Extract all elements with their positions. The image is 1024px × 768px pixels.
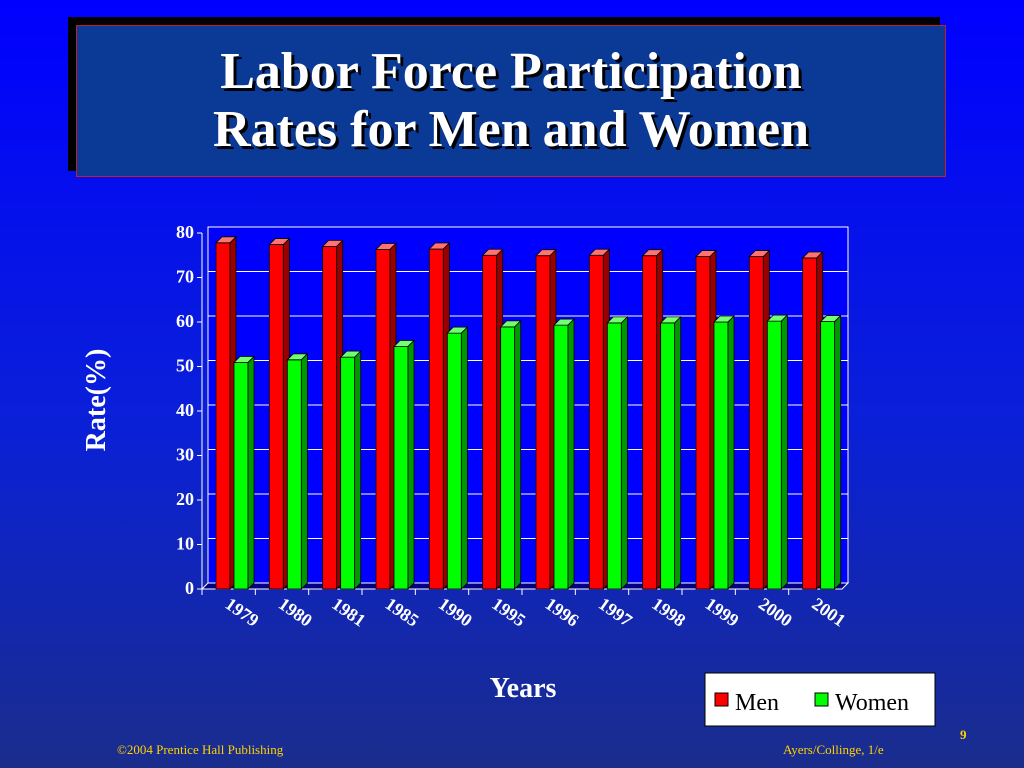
y-tick-label: 10 <box>176 534 194 554</box>
bar-women <box>233 355 255 590</box>
bar-men <box>641 248 664 590</box>
legend-men-label: Men <box>735 690 779 716</box>
y-tick-label: 0 <box>185 578 194 598</box>
bar-women <box>553 318 575 590</box>
x-tick-label: 1995 <box>488 594 529 631</box>
bar-men <box>695 249 717 590</box>
bar-women <box>659 315 682 590</box>
x-tick-label: 1998 <box>648 594 689 631</box>
footer-copyright: ©2004 Prentice Hall Publishing <box>117 742 284 757</box>
y-tick-label: 40 <box>176 400 194 420</box>
bar-men <box>215 235 237 590</box>
bar-women <box>766 314 789 590</box>
y-tick-label: 80 <box>176 222 194 242</box>
bar-women <box>286 352 309 590</box>
x-tick-label: 1985 <box>382 594 423 631</box>
page-number: 9 <box>960 727 967 742</box>
y-tick-label: 60 <box>176 311 194 331</box>
y-tick-label: 20 <box>176 489 194 509</box>
y-axis-title: Rate(%) <box>81 349 112 452</box>
legend-women-label: Women <box>835 690 909 716</box>
y-tick-label: 70 <box>176 267 194 287</box>
bar-women <box>819 314 842 590</box>
x-tick-label: 1999 <box>702 594 743 631</box>
y-tick-label: 30 <box>176 445 194 465</box>
bar-men <box>748 249 771 590</box>
bar-women <box>713 315 735 590</box>
bar-men <box>535 248 557 590</box>
bar-men <box>588 248 611 590</box>
bar-women <box>499 319 522 590</box>
x-tick-label: 1979 <box>222 594 263 631</box>
x-tick-label: 1997 <box>595 594 636 631</box>
x-tick-label: 2001 <box>808 594 849 631</box>
y-tick-label: 50 <box>176 356 194 376</box>
x-axis-title: Years <box>490 673 557 704</box>
bar-men <box>321 239 344 590</box>
legend: Men Women <box>704 672 936 727</box>
title-box: Labor Force Participation Rates for Men … <box>76 25 946 177</box>
x-tick-label: 1996 <box>542 594 583 631</box>
legend-men-swatch <box>714 692 729 707</box>
plot-floor <box>200 582 850 590</box>
x-tick-label: 1980 <box>275 594 316 631</box>
x-tick-label: 1990 <box>435 594 476 631</box>
bar-women <box>606 315 629 590</box>
bar-men <box>375 242 397 590</box>
bar-men <box>428 242 451 590</box>
bar-men <box>481 248 504 590</box>
legend-women-swatch <box>814 692 829 707</box>
footer-author: Ayers/Collinge, 1/e <box>783 742 884 757</box>
bar-women <box>393 339 415 590</box>
bar-men <box>801 250 824 590</box>
bar-women <box>339 350 362 590</box>
x-tick-label: 1981 <box>328 594 369 631</box>
bar-men <box>268 237 291 590</box>
bar-women <box>446 326 469 590</box>
slide-title: Labor Force Participation Rates for Men … <box>212 43 810 158</box>
x-tick-label: 2000 <box>755 594 796 631</box>
